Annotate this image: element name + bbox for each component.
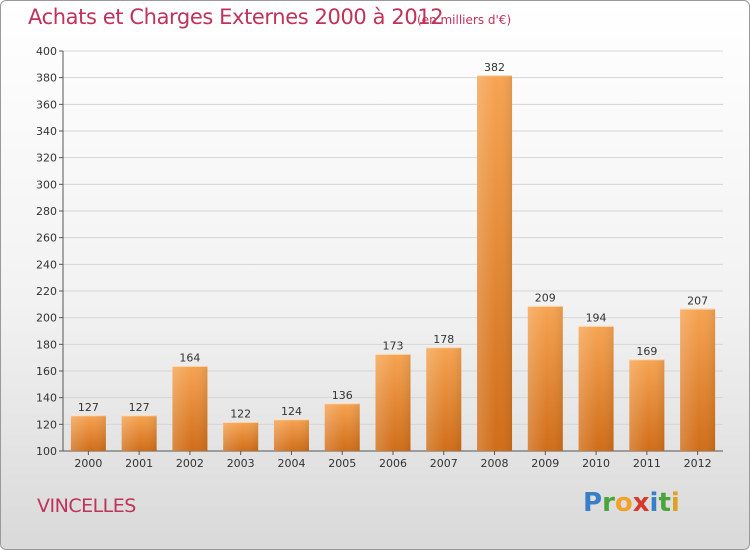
y-tick-label: 320 <box>36 152 57 165</box>
bar-shade <box>477 75 513 451</box>
bar-shade <box>121 415 157 451</box>
x-tick-label: 2000 <box>74 457 102 470</box>
bar-shade <box>273 419 309 451</box>
data-label: 169 <box>636 345 657 358</box>
bars <box>70 74 716 451</box>
x-tick-label: 2011 <box>633 457 661 470</box>
y-tick-label: 160 <box>36 365 57 378</box>
x-tick-label: 2005 <box>328 457 356 470</box>
logo-letter: o <box>614 488 633 518</box>
logo-letter: P <box>583 488 603 518</box>
y-tick-label: 360 <box>36 98 57 111</box>
chart-title: Achats et Charges Externes 2000 à 2012 <box>28 5 444 29</box>
chart-subtitle: (en milliers d'€) <box>417 13 512 27</box>
proxiti-logo: Proxiti <box>583 488 680 518</box>
logo-letter: i <box>670 488 680 518</box>
logo-letter: x <box>632 488 650 518</box>
x-tick-label: 2010 <box>582 457 610 470</box>
data-label: 194 <box>586 312 607 325</box>
y-tick-label: 220 <box>36 285 57 298</box>
data-label: 127 <box>129 401 150 414</box>
data-label: 122 <box>230 408 251 421</box>
data-label: 164 <box>179 352 200 365</box>
y-tick-label: 260 <box>36 232 57 245</box>
data-label: 209 <box>535 292 556 305</box>
bar-shade <box>324 403 360 451</box>
bar-shade <box>70 415 106 451</box>
y-tick-label: 100 <box>36 445 57 458</box>
data-label: 127 <box>78 401 99 414</box>
logo-letter: i <box>649 488 659 518</box>
y-tick-label: 180 <box>36 338 57 351</box>
labels: 127 2000 127 2001 164 2002 122 2003 124 2004 136 20… <box>74 61 711 470</box>
y-tick-label: 240 <box>36 258 57 271</box>
bar-shade <box>578 325 614 451</box>
bar-shade <box>426 347 462 451</box>
x-tick-label: 2012 <box>684 457 712 470</box>
data-label: 178 <box>433 333 454 346</box>
data-label: 136 <box>332 389 353 402</box>
x-tick-label: 2001 <box>125 457 153 470</box>
logo-letter: r <box>602 488 615 518</box>
y-tick-label: 380 <box>36 72 57 85</box>
x-tick-label: 2007 <box>430 457 458 470</box>
x-tick-label: 2003 <box>227 457 255 470</box>
bar-shade <box>375 353 411 451</box>
y-tick-label: 400 <box>36 45 57 58</box>
bar-shade <box>527 305 563 451</box>
bar-shade <box>223 421 259 451</box>
logo-letter: t <box>658 488 671 518</box>
data-label: 173 <box>383 340 404 353</box>
x-tick-label: 2008 <box>481 457 509 470</box>
y-tick-label: 200 <box>36 312 57 325</box>
commune-name: VINCELLES <box>37 495 136 517</box>
x-tick-label: 2002 <box>176 457 204 470</box>
y-tick-label: 140 <box>36 392 57 405</box>
data-label: 382 <box>484 61 505 74</box>
data-label: 207 <box>687 294 708 307</box>
x-tick-label: 2004 <box>277 457 305 470</box>
x-tick-label: 2009 <box>531 457 559 470</box>
bar-shade <box>680 308 716 451</box>
y-tick-label: 300 <box>36 178 57 191</box>
bar-shade <box>172 365 208 451</box>
x-tick-label: 2006 <box>379 457 407 470</box>
y-tick-label: 280 <box>36 205 57 218</box>
bar-shade <box>629 359 665 451</box>
data-label: 124 <box>281 405 302 418</box>
y-tick-label: 120 <box>36 418 57 431</box>
y-tick-label: 340 <box>36 125 57 138</box>
